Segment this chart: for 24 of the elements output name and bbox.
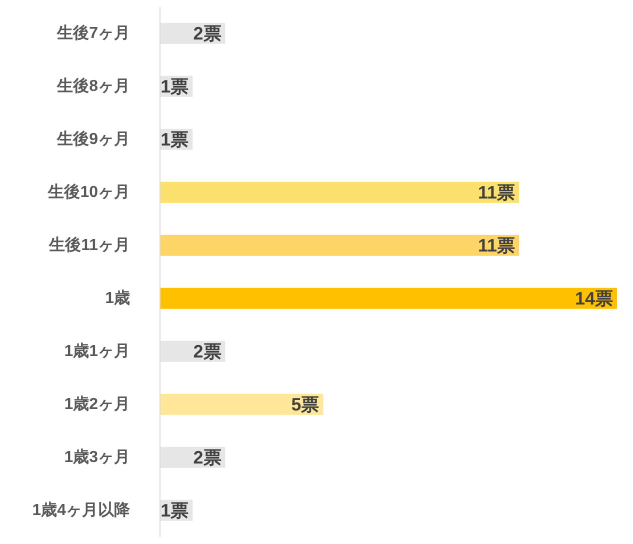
y-tick-label: 1歳1ヶ月: [64, 342, 130, 360]
y-tick-label: 1歳2ヶ月: [64, 395, 130, 413]
data-label: 1票: [160, 500, 189, 520]
data-label: 1票: [160, 129, 189, 150]
y-tick-label: 1歳: [105, 289, 130, 307]
data-label: 1票: [160, 76, 189, 96]
bar: [160, 288, 617, 309]
data-label: 2票: [193, 341, 222, 362]
bar: [160, 394, 324, 415]
data-label: 2票: [193, 23, 222, 44]
y-tick-label: 生後7ヶ月: [56, 24, 130, 42]
data-label: 2票: [193, 447, 222, 468]
data-label: 14票: [574, 288, 613, 308]
bar: [160, 182, 520, 203]
y-tick-label: 生後10ヶ月: [47, 183, 130, 201]
bar: [160, 234, 520, 256]
data-label: 5票: [291, 394, 320, 414]
y-tick-label: 生後9ヶ月: [56, 130, 130, 148]
data-label: 11票: [478, 182, 516, 202]
y-tick-label: 1歳4ヶ月以降: [32, 501, 131, 519]
y-tick-label: 生後8ヶ月: [56, 77, 130, 95]
data-label: 11票: [478, 235, 516, 256]
y-tick-label: 1歳3ヶ月: [64, 448, 130, 466]
y-tick-label: 生後11ヶ月: [48, 236, 130, 254]
